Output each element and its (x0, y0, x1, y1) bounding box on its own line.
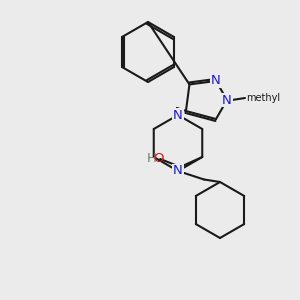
Text: N: N (222, 94, 232, 106)
Text: O: O (153, 152, 164, 166)
Text: N: N (173, 109, 183, 122)
Text: N: N (173, 164, 183, 178)
Text: methyl: methyl (246, 93, 280, 103)
Text: N: N (211, 74, 221, 87)
Text: H: H (146, 152, 156, 166)
